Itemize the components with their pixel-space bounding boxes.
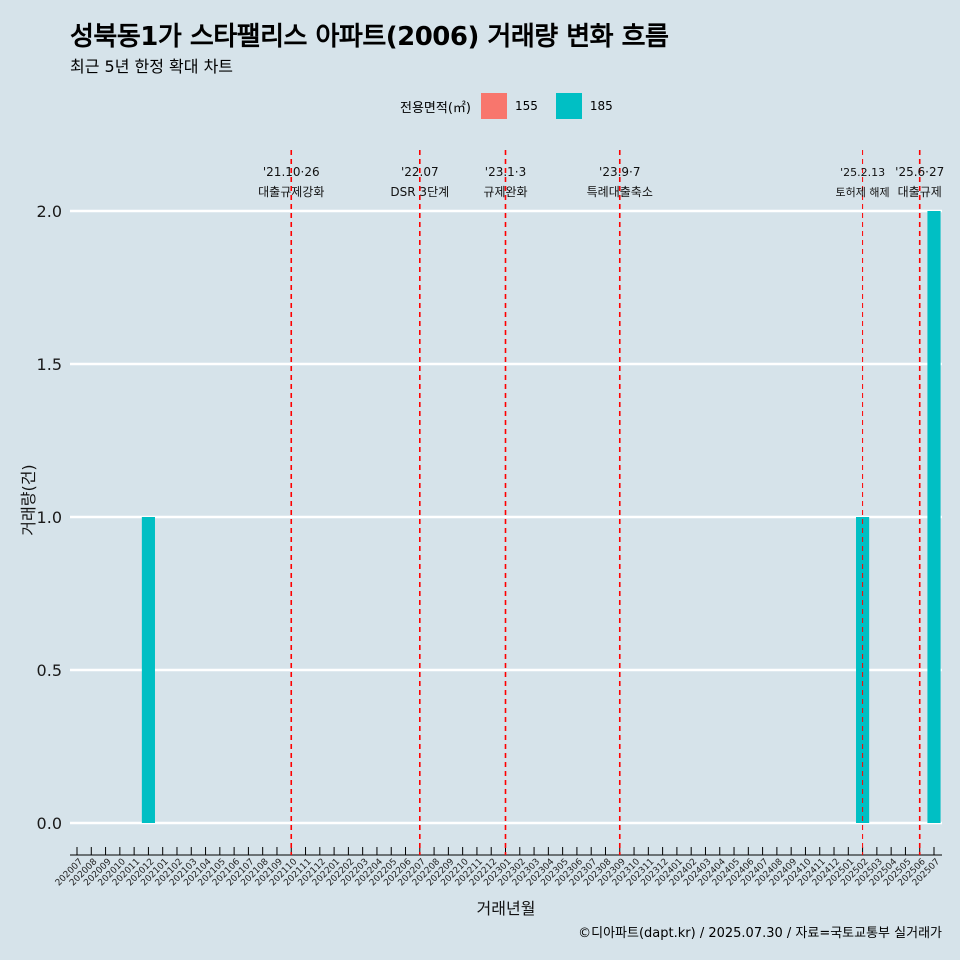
legend-label-155: 155 xyxy=(514,99,538,113)
annotation-label-202502: 토허제 해제 xyxy=(836,185,890,199)
y-tick-label: 0.5 xyxy=(37,661,62,680)
y-tick-label: 0.0 xyxy=(37,814,62,833)
legend-swatch-185 xyxy=(555,93,582,119)
annotation-label-202309: 특례대출축소 xyxy=(587,185,653,199)
chart-title: 성북동1가 스타팰리스 아파트(2006) 거래량 변화 흐름 xyxy=(70,22,669,52)
legend-swatch-155 xyxy=(480,93,507,119)
legend: 전용면적(㎡) 155 185 xyxy=(400,93,631,119)
y-axis-title: 거래량(건) xyxy=(19,464,38,535)
annotation-date-202502: '25.2.13 xyxy=(840,166,885,179)
annotation-date-202207: '22.07 xyxy=(401,165,439,179)
legend-title: 전용면적(㎡) xyxy=(400,100,471,116)
annotation-date-202506: '25.6·27 xyxy=(895,165,944,179)
y-tick-label: 2.0 xyxy=(37,202,62,221)
annotation-date-202110: '21.10·26 xyxy=(263,165,320,179)
annotation-label-202110: 대출규제강화 xyxy=(258,185,324,199)
annotation-label-202207: DSR 3단계 xyxy=(390,185,449,199)
x-axis-title: 거래년월 xyxy=(477,899,536,918)
y-tick-label: 1.5 xyxy=(37,355,62,374)
annotation-date-202301: '23.1·3 xyxy=(485,165,526,179)
chart-subtitle: 최근 5년 한정 확대 차트 xyxy=(70,57,234,76)
annotation-label-202301: 규제완화 xyxy=(483,185,527,199)
annotation-label-202506: 대출규제 xyxy=(898,185,942,199)
bar-202507 xyxy=(927,211,941,823)
annotation-date-202309: '23.9·7 xyxy=(599,165,640,179)
y-tick-label: 1.0 xyxy=(37,508,62,527)
legend-label-185: 185 xyxy=(589,99,613,113)
bar-202502 xyxy=(856,517,870,823)
bar-202012 xyxy=(141,517,155,823)
footer-caption: ©디아파트(dapt.kr) / 2025.07.30 / 자료=국토교통부 실… xyxy=(578,926,942,941)
